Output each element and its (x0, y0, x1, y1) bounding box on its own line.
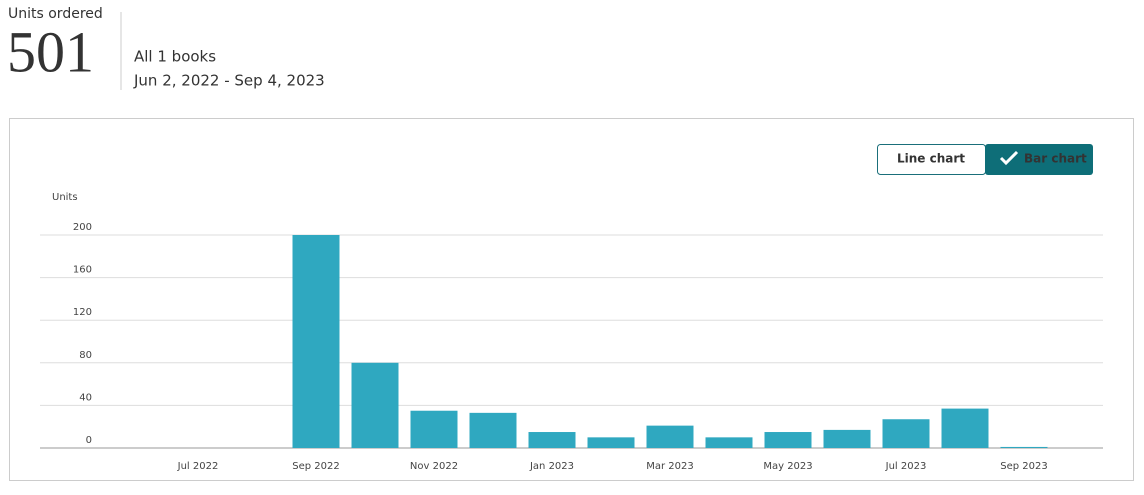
x-tick-label: Jul 2022 (177, 461, 219, 472)
bar (587, 437, 635, 448)
check-icon (999, 150, 1019, 166)
bar (351, 362, 399, 448)
summary-dates: Jun 2, 2022 - Sep 4, 2023 (133, 72, 325, 90)
y-tick-label: 120 (73, 307, 92, 318)
y-tick-label: 80 (79, 350, 92, 361)
y-tick-label: 200 (73, 222, 92, 233)
bar (469, 412, 517, 448)
bar-chart-button[interactable] (985, 144, 1093, 175)
line-chart-label[interactable]: Line chart (897, 152, 965, 166)
summary-total: 501 (7, 19, 94, 84)
y-tick-label: 0 (86, 435, 92, 446)
x-tick-label: Mar 2023 (646, 461, 694, 472)
x-tick-label: Nov 2022 (410, 461, 458, 472)
summary-scope: All 1 books (134, 48, 216, 66)
chart-panel (9, 118, 1134, 481)
bar (410, 410, 458, 448)
y-tick-label: 40 (79, 392, 92, 403)
bar (1000, 446, 1048, 448)
y-axis-label: Units (52, 192, 78, 203)
bar (941, 408, 989, 448)
y-tick-label: 160 (73, 265, 92, 276)
x-tick-label: Sep 2022 (292, 461, 339, 472)
bar (882, 419, 930, 448)
x-tick-label: Sep 2023 (1000, 461, 1047, 472)
bar (823, 429, 871, 448)
bar (705, 437, 753, 448)
bar (646, 425, 694, 448)
bar (764, 432, 812, 448)
summary-label: Units ordered (8, 6, 103, 22)
x-tick-label: Jan 2023 (529, 461, 574, 472)
bar (528, 432, 576, 448)
x-tick-label: May 2023 (763, 461, 812, 472)
x-tick-label: Jul 2023 (885, 461, 927, 472)
bar (292, 235, 340, 448)
bar-chart-label[interactable]: Bar chart (1024, 152, 1087, 166)
